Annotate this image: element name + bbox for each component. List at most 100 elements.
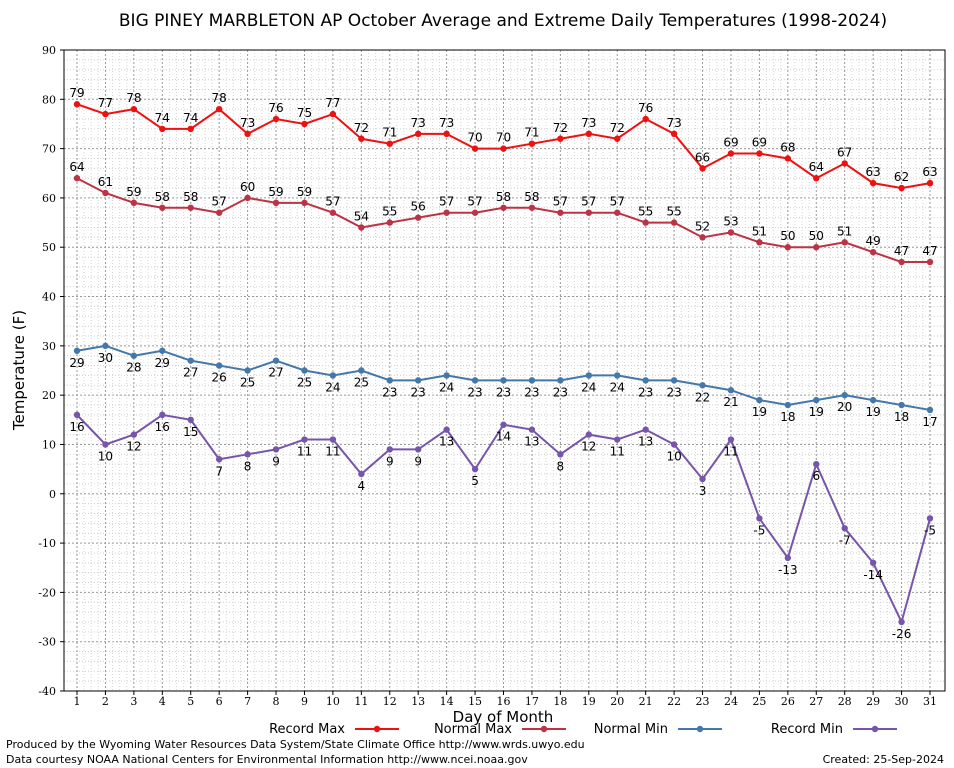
data-point [244, 451, 251, 458]
data-label: 25 [297, 376, 312, 390]
data-label: 71 [382, 126, 397, 140]
data-point [415, 130, 422, 138]
legend-label: Normal Min [594, 722, 668, 737]
data-point [699, 475, 706, 483]
data-label: 29 [155, 356, 170, 370]
data-point [500, 204, 507, 211]
data-label: 49 [865, 234, 880, 248]
data-label: 6 [812, 469, 820, 483]
data-label: 11 [723, 445, 738, 459]
data-point [585, 372, 592, 379]
data-label: 23 [467, 385, 482, 399]
x-axis-label: Day of Month [453, 708, 554, 726]
y-tick-label: 50 [42, 241, 56, 254]
data-point [585, 209, 592, 216]
data-label: -26 [892, 627, 912, 641]
data-label: 54 [354, 210, 369, 224]
data-label: 13 [439, 435, 454, 449]
data-label: 66 [695, 150, 710, 164]
y-tick-label: 60 [42, 192, 56, 205]
grid [64, 50, 945, 691]
data-point [841, 525, 848, 532]
data-label: 57 [553, 195, 568, 209]
data-label: 50 [780, 229, 795, 243]
data-point [869, 396, 877, 404]
data-point [528, 140, 536, 147]
data-point [869, 179, 877, 187]
data-label: 60 [240, 180, 255, 194]
data-label: 57 [610, 195, 625, 209]
data-label: 64 [809, 160, 824, 174]
data-label: 5 [471, 474, 479, 488]
data-point [102, 189, 109, 197]
data-point [102, 441, 109, 448]
data-label: 63 [922, 165, 937, 179]
data-point [500, 145, 507, 152]
x-tick-label: 15 [468, 695, 482, 708]
data-point [415, 377, 422, 384]
data-label: 71 [524, 126, 539, 140]
data-label: 25 [240, 376, 255, 390]
data-label: 53 [723, 214, 738, 228]
data-label: 70 [467, 131, 482, 145]
data-label: 20 [837, 400, 852, 414]
y-axis-label: Temperature (F) [10, 310, 28, 431]
x-tick-label: 27 [809, 695, 823, 708]
legend-label: Normal Max [434, 722, 512, 737]
data-point [471, 145, 479, 152]
data-label: 23 [382, 385, 397, 399]
data-label: 10 [666, 449, 681, 463]
data-point [386, 219, 393, 226]
data-point [443, 372, 450, 379]
y-tick-label: -30 [38, 636, 56, 649]
x-tick-label: 24 [724, 695, 738, 708]
data-point [159, 411, 166, 419]
data-point [585, 431, 592, 438]
data-point [130, 431, 138, 438]
series-1: 64 61 59 58 58 57 60 59 59 57 54 55 56 57 57 58 58 57 57 57… [69, 160, 938, 266]
data-label: 19 [865, 405, 880, 419]
footer-data-courtesy: Data courtesy NOAA National Centers for … [6, 753, 528, 766]
data-label: 28 [126, 361, 141, 375]
legend-marker [540, 725, 548, 733]
x-tick-label: 13 [411, 695, 425, 708]
data-point [130, 352, 138, 359]
data-label: 14 [496, 430, 511, 444]
data-label: 69 [752, 136, 767, 150]
data-label: -5 [924, 523, 936, 537]
legend-marker [871, 725, 879, 733]
data-point [471, 465, 479, 473]
data-label: 22 [695, 390, 710, 404]
data-label: 24 [439, 380, 454, 394]
data-point [130, 105, 138, 113]
x-tick-label: 12 [383, 695, 397, 708]
x-axis: 1 2 3 4 5 6 7 8 9 10 11 12 13 14 15 16 17 18 19 20 21 22 23 24 2… [74, 691, 937, 708]
data-point [159, 347, 166, 354]
x-tick-label: 6 [216, 695, 223, 708]
data-point [642, 377, 649, 384]
data-point [585, 130, 592, 138]
y-tick-label: 40 [42, 291, 56, 304]
data-point [215, 362, 223, 369]
x-tick-label: 29 [866, 695, 880, 708]
data-label: 72 [610, 121, 625, 135]
x-tick-label: 25 [752, 695, 766, 708]
data-point [727, 387, 735, 394]
data-label: 52 [695, 219, 710, 233]
data-label: 11 [297, 445, 312, 459]
data-point [272, 357, 280, 364]
data-point [272, 115, 280, 123]
data-point [756, 150, 763, 157]
data-label: -5 [753, 523, 765, 537]
data-point [813, 244, 820, 251]
data-point [244, 194, 251, 202]
x-tick-label: 17 [525, 695, 539, 708]
x-tick-label: 3 [130, 695, 137, 708]
data-label: 74 [155, 111, 170, 125]
data-label: 30 [98, 351, 113, 365]
data-label: 68 [780, 140, 795, 154]
data-point [784, 244, 792, 251]
data-point [358, 367, 365, 374]
data-point [187, 357, 194, 364]
legend-marker [373, 725, 381, 733]
